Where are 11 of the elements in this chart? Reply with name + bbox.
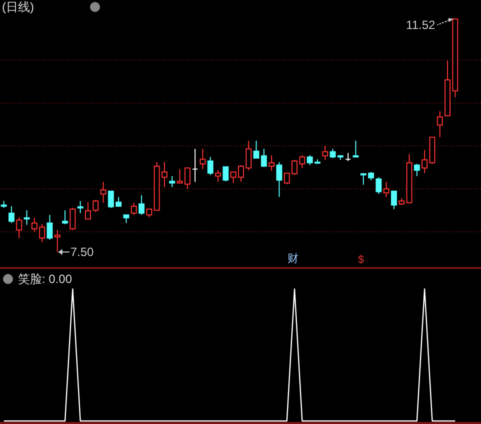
chart-title: 笑脸: 0.00 [18,272,72,286]
chart-title: (日线) [2,0,34,14]
candlestick [268,154,275,172]
candlestick [24,210,30,226]
candlestick [100,181,106,204]
candlestick [436,110,443,138]
annotation: 7.50 [70,245,94,259]
text: 财 [288,252,298,265]
annotation: 11.52 [406,18,436,32]
candlestick [192,148,198,182]
text: $ [358,254,364,266]
